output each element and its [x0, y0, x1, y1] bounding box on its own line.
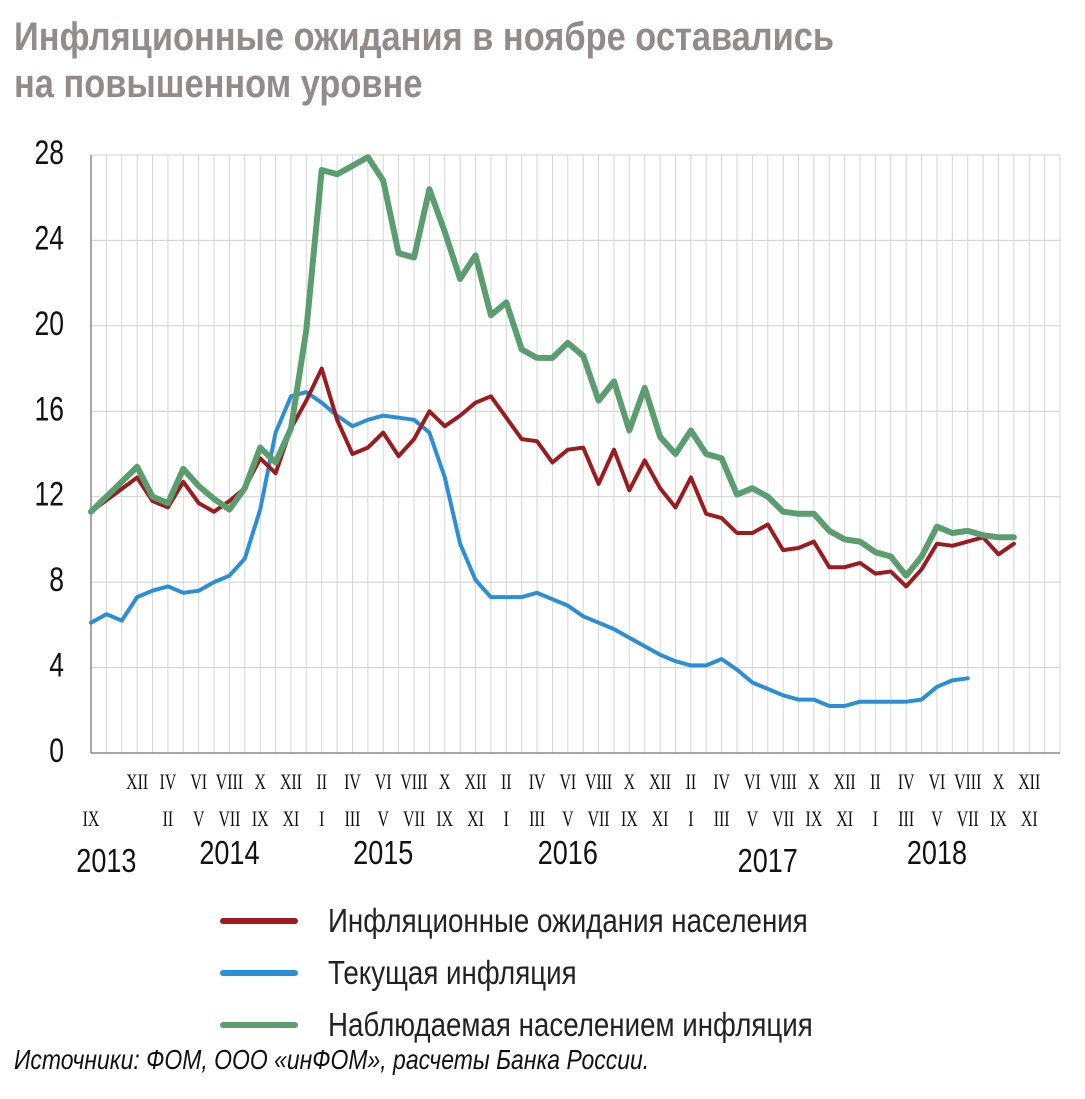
x-tick-label-bottom: III: [345, 808, 361, 832]
year-label: 2016: [538, 836, 598, 872]
x-tick-label-top: IV: [713, 771, 730, 795]
chart-series: [88, 154, 1017, 708]
x-tick-label-top: VIII: [954, 771, 981, 795]
x-tick-label-top: IV: [529, 771, 546, 795]
y-tick-label: 12: [34, 476, 64, 514]
x-tick-label-bottom: I: [319, 808, 324, 832]
series-line-current-inflation: [89, 390, 970, 708]
x-tick-label-top: X: [254, 771, 266, 795]
y-tick-label: 4: [49, 646, 64, 684]
x-tick-label-top: IV: [344, 771, 361, 795]
series-line-expectations: [89, 366, 1016, 589]
x-tick-label-bottom: V: [931, 808, 943, 832]
year-label: 2014: [199, 836, 259, 872]
legend-item-current-inflation: Текущая инфляция: [220, 947, 905, 999]
x-tick-label-top: XII: [280, 771, 302, 795]
x-tick-label-bottom: IX: [621, 808, 638, 832]
legend-swatch-expectations: [220, 918, 298, 924]
y-tick-label: 0: [49, 732, 64, 770]
x-tick-label-top: II: [316, 771, 327, 795]
x-tick-label-bottom: I: [688, 808, 693, 832]
x-tick-label-top: XII: [834, 771, 856, 795]
legend-label-expectations: Инфляционные ожидания населения: [328, 902, 808, 939]
x-tick-label-bottom: III: [529, 808, 545, 832]
x-tick-label-top: VIII: [216, 771, 243, 795]
x-tick-label-bottom: XI: [652, 808, 669, 832]
x-tick-label-top: II: [501, 771, 512, 795]
x-tick-label-bottom: IX: [806, 808, 823, 832]
x-tick-label-top: XII: [126, 771, 148, 795]
x-tick-label-bottom: XI: [467, 808, 484, 832]
chart-title: Инфляционные ожидания в ноябре оставалис…: [14, 14, 834, 108]
chart-grid: [90, 154, 1061, 754]
chart-title-line-1: Инфляционные ожидания в ноябре оставалис…: [14, 15, 835, 59]
x-tick-label-bottom: IX: [990, 808, 1007, 832]
x-tick-label-top: IV: [160, 771, 177, 795]
x-tick-label-bottom: V: [747, 808, 759, 832]
x-tick-label-bottom: II: [163, 808, 174, 832]
x-tick-label-bottom: IX: [83, 808, 100, 832]
x-tick-label-bottom: VII: [403, 808, 425, 832]
x-tick-label-bottom: V: [378, 808, 390, 832]
source-note: Источники: ФОМ, ООО «инФОМ», расчеты Бан…: [14, 1044, 650, 1075]
x-tick-label-top: IV: [898, 771, 915, 795]
year-label: 2017: [738, 844, 798, 880]
x-tick-label-top: VIII: [770, 771, 797, 795]
y-tick-label: 16: [34, 390, 64, 428]
x-tick-label-top: VI: [375, 771, 392, 795]
year-label: 2013: [76, 844, 136, 880]
x-tick-label-bottom: IX: [436, 808, 453, 832]
x-tick-label-top: XII: [649, 771, 671, 795]
x-tick-label-bottom: XI: [1021, 808, 1038, 832]
x-tick-label-bottom: VII: [772, 808, 794, 832]
x-tick-label-bottom: XI: [283, 808, 300, 832]
x-tick-label-bottom: V: [562, 808, 574, 832]
x-tick-label-top: X: [624, 771, 636, 795]
x-tick-label-top: X: [808, 771, 820, 795]
year-label: 2015: [353, 836, 413, 872]
chart-title-line-2: на повышенном уровне: [14, 62, 423, 106]
x-tick-label-top: II: [870, 771, 881, 795]
x-tick-label-bottom: III: [714, 808, 730, 832]
y-tick-label: 28: [34, 134, 64, 172]
legend-swatch-observed-inflation: [220, 1022, 298, 1028]
x-tick-label-bottom: VII: [588, 808, 610, 832]
legend-label-current-inflation: Текущая инфляция: [328, 954, 577, 991]
x-tick-label-top: VI: [929, 771, 946, 795]
y-tick-label: 20: [34, 305, 64, 343]
chart-axes: [90, 155, 1060, 754]
x-tick-label-bottom: XI: [836, 808, 853, 832]
x-tick-label-top: VI: [559, 771, 576, 795]
x-tick-label-bottom: I: [873, 808, 878, 832]
x-tick-label-bottom: I: [504, 808, 509, 832]
series-line-observed-inflation: [88, 154, 1017, 579]
x-tick-label-bottom: IX: [252, 808, 269, 832]
x-tick-label-bottom: V: [193, 808, 205, 832]
y-tick-label: 8: [49, 561, 64, 599]
legend-item-observed-inflation: Наблюдаемая населением инфляция: [220, 999, 905, 1051]
x-tick-label-bottom: VII: [218, 808, 240, 832]
year-label: 2018: [907, 836, 967, 872]
legend-label-observed-inflation: Наблюдаемая населением инфляция: [328, 1006, 813, 1043]
legend-item-expectations: Инфляционные ожидания населения: [220, 895, 905, 947]
x-tick-label-top: VIII: [585, 771, 612, 795]
y-tick-label: 24: [34, 219, 64, 257]
x-tick-label-top: II: [686, 771, 697, 795]
x-tick-label-bottom: VII: [957, 808, 979, 832]
chart-legend: Инфляционные ожидания населения Текущая …: [220, 895, 905, 1051]
x-tick-label-top: VI: [190, 771, 207, 795]
x-tick-label-top: VI: [744, 771, 761, 795]
x-tick-label-top: X: [993, 771, 1005, 795]
x-tick-label-top: XII: [465, 771, 487, 795]
x-tick-label-top: X: [439, 771, 451, 795]
legend-swatch-current-inflation: [220, 970, 298, 976]
x-tick-label-bottom: III: [898, 808, 914, 832]
x-tick-label-top: XII: [1018, 771, 1040, 795]
x-tick-label-top: VIII: [400, 771, 427, 795]
